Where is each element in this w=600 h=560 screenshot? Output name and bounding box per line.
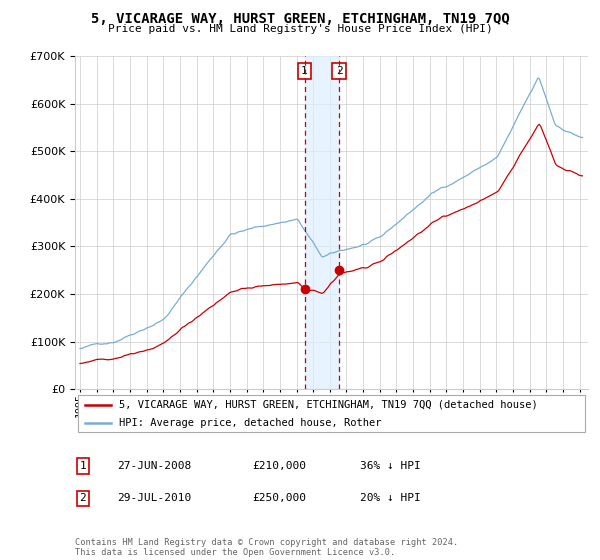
Text: 1: 1 — [79, 461, 86, 471]
Text: 36% ↓ HPI: 36% ↓ HPI — [360, 461, 421, 471]
Text: 2: 2 — [336, 66, 343, 76]
Bar — [305, 56, 339, 389]
Text: Contains HM Land Registry data © Crown copyright and database right 2024.
This d: Contains HM Land Registry data © Crown c… — [75, 538, 458, 557]
Text: £250,000: £250,000 — [252, 493, 306, 503]
Text: 29-JUL-2010: 29-JUL-2010 — [117, 493, 191, 503]
Text: 5, VICARAGE WAY, HURST GREEN, ETCHINGHAM, TN19 7QQ: 5, VICARAGE WAY, HURST GREEN, ETCHINGHAM… — [91, 12, 509, 26]
Text: 5, VICARAGE WAY, HURST GREEN, ETCHINGHAM, TN19 7QQ (detached house): 5, VICARAGE WAY, HURST GREEN, ETCHINGHAM… — [119, 400, 538, 409]
Text: 27-JUN-2008: 27-JUN-2008 — [117, 461, 191, 471]
Text: 1: 1 — [301, 66, 308, 76]
Text: Price paid vs. HM Land Registry's House Price Index (HPI): Price paid vs. HM Land Registry's House … — [107, 24, 493, 34]
FancyBboxPatch shape — [77, 395, 586, 432]
Text: 2: 2 — [79, 493, 86, 503]
Text: HPI: Average price, detached house, Rother: HPI: Average price, detached house, Roth… — [119, 418, 381, 428]
Text: 20% ↓ HPI: 20% ↓ HPI — [360, 493, 421, 503]
Text: £210,000: £210,000 — [252, 461, 306, 471]
